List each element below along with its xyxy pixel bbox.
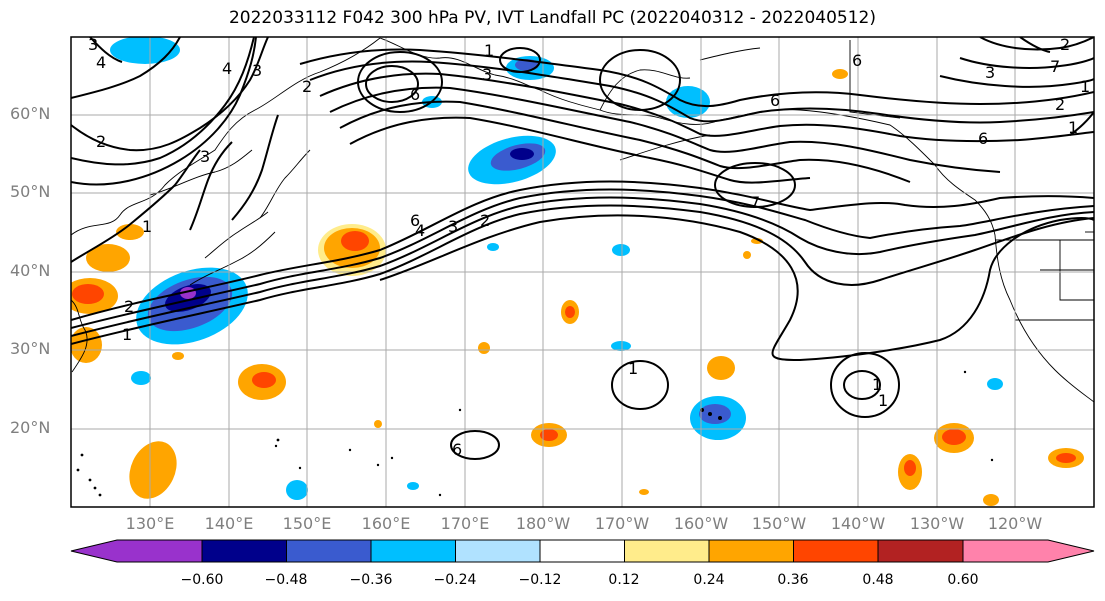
pv-anomaly [286,480,308,500]
pv-anomaly [110,36,180,64]
colorbar-tick-label: 0.12 [608,572,639,588]
contour-label: 1 [122,325,132,344]
contour-label: 2 [480,211,490,230]
pv-anomaly [72,284,104,304]
pv-anomaly [983,494,999,506]
contour-label: 1 [1068,118,1078,137]
pv-anomaly [131,371,151,385]
lon-label: 170°W [595,514,649,533]
contour-label: 6 [770,91,780,110]
contour-label: 3 [985,63,995,82]
lat-label: 50°N [10,182,50,201]
pv-anomaly [172,352,184,360]
contour-label: 6 [410,85,420,104]
coastlines [71,38,1094,402]
colorbar-segment [371,540,456,562]
ivt-contours [71,37,1094,459]
colorbar-segment [456,540,541,562]
lat-label: 20°N [10,418,50,437]
pv-anomaly [407,482,419,490]
pv-anomaly [374,420,382,428]
contour-label: 2 [302,77,312,96]
pv-anomaly [565,306,575,318]
contour-label: 3 [482,65,492,84]
contour-label: 1 [142,217,152,236]
pv-anomaly [612,244,630,256]
contour-label: 2 [96,132,106,151]
colorbar-segment [878,540,963,562]
colorbar-segment [287,540,372,562]
colorbar-segment [71,540,202,562]
pv-anomaly [510,148,534,160]
contour-label: 1 [1080,77,1090,96]
pv-anomaly [252,372,276,388]
contour-label: 2 [1055,95,1065,114]
pv-anomaly [942,429,966,445]
lon-label: 160°E [362,514,411,533]
contour-label: 2 [1060,35,1070,54]
contour-label: 1 [878,391,888,410]
colorbar-tick-label: 0.60 [947,572,978,588]
pv-anomaly [487,243,499,251]
colorbar-tick-label: 0.24 [693,572,724,588]
pv-anomaly [707,356,735,380]
pv-anomaly [478,342,490,354]
pv-anomaly [120,434,185,507]
contour-label: 3 [252,61,262,80]
lat-label: 60°N [10,104,50,123]
pv-anomaly [904,460,916,476]
colorbar-tick-label: −0.24 [434,572,477,588]
contour-label: 4 [222,59,232,78]
lon-label: 170°E [441,514,490,533]
contour-label: 1 [628,359,638,378]
contour-label: 3 [448,217,458,236]
colorbar-segment [794,540,879,562]
pv-anomaly [341,231,369,251]
colorbar [71,540,1094,562]
lat-label: 30°N [10,339,50,358]
lon-label: 130°W [910,514,964,533]
contour-label: 6 [452,440,462,459]
colorbar-segment [625,540,710,562]
pv-anomaly [639,489,649,495]
colorbar-segment [963,540,1094,562]
colorbar-segment [202,540,287,562]
contour-label: 3 [88,35,98,54]
lon-label: 130°E [126,514,175,533]
contour-label: 4 [415,221,425,240]
pv-anomaly [1056,453,1076,463]
pv-anomaly [666,86,710,118]
contour-label: 7 [750,193,760,212]
contour-label: 4 [96,53,106,72]
lon-label: 120°W [988,514,1042,533]
pv-anomaly [987,378,1003,390]
colorbar-tick-label: −0.48 [265,572,308,588]
lon-label: 150°W [752,514,806,533]
lat-label: 40°N [10,261,50,280]
colorbar-tick-label: −0.36 [350,572,393,588]
colorbar-segment [540,540,625,562]
contour-label: 6 [852,51,862,70]
colorbar-segment [709,540,794,562]
lon-label: 150°E [283,514,332,533]
contour-label: 1 [484,41,494,60]
pv-anomaly [699,404,731,424]
lon-label: 140°W [831,514,885,533]
lon-label: 140°E [205,514,254,533]
lon-label: 180°W [516,514,570,533]
pv-anomaly [743,251,751,259]
lon-label: 160°W [674,514,728,533]
contour-label: 3 [200,147,210,166]
colorbar-tick-label: 0.36 [777,572,808,588]
colorbar-tick-label: −0.60 [181,572,224,588]
contour-label: 6 [978,129,988,148]
contour-label: 2 [124,297,134,316]
colorbar-tick-label: 0.48 [862,572,893,588]
pv-anomaly [832,69,848,79]
colorbar-tick-label: −0.12 [519,572,562,588]
contour-label: 7 [1050,57,1060,76]
